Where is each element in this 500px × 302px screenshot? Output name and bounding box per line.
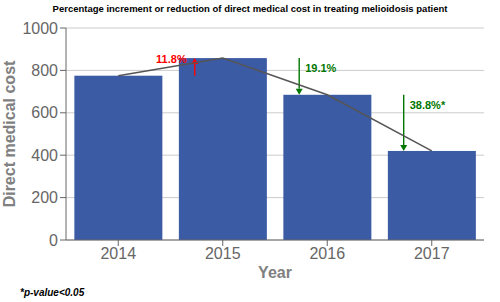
svg-text:19.1%: 19.1% [305, 62, 336, 74]
svg-text:400: 400 [31, 147, 58, 164]
svg-text:38.8%*: 38.8%* [410, 99, 446, 111]
svg-text:2014: 2014 [100, 245, 136, 262]
svg-text:600: 600 [31, 104, 58, 121]
svg-text:Year: Year [258, 264, 292, 281]
html-text:Percentage increment or reduct: Percentage increment or reduction of dir… [52, 3, 448, 14]
svg-text:Direct medical cost: Direct medical cost [8, 60, 18, 207]
svg-text:200: 200 [31, 189, 58, 206]
svg-text:1000: 1000 [22, 20, 58, 37]
svg-text:2016: 2016 [309, 245, 345, 262]
svg-text:0: 0 [49, 232, 58, 249]
svg-text:2015: 2015 [205, 245, 241, 262]
svg-text:11.8%: 11.8% [156, 53, 187, 65]
svg-text:800: 800 [31, 62, 58, 79]
svg-text:2017: 2017 [414, 245, 450, 262]
html-text:*p-value<0.05: *p-value<0.05 [20, 287, 85, 298]
